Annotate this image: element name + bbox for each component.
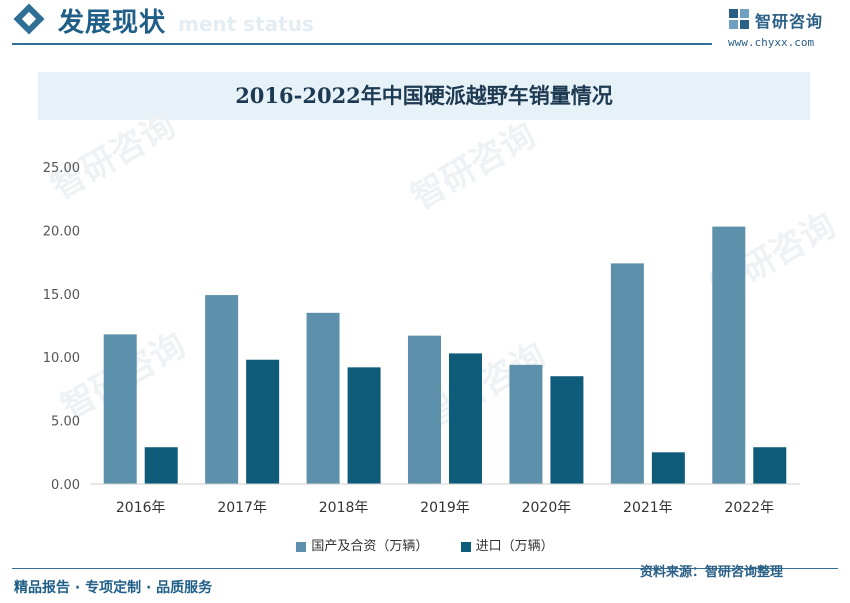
bars [103,226,787,484]
brand-block: 智研咨询 www.chyxx.com [728,6,848,50]
footer-source: 资料来源：智研咨询整理 [640,565,784,580]
y-tick-label: 0.00 [51,478,80,493]
brand-name: 智研咨询 [755,12,824,31]
bar-domestic-4 [509,364,543,484]
legend-label-import: 进口（万辆） [475,539,554,554]
legend-label-domestic: 国产及合资（万辆） [311,539,429,554]
bar-domestic-6 [712,226,746,484]
bar-domestic-5 [610,263,644,484]
bar-import-2 [347,367,381,484]
legend-item-domestic: 国产及合资（万辆） [296,535,428,554]
legend-swatch-import [460,541,471,552]
legend: 国产及合资（万辆） 进口（万辆） [0,535,850,555]
bar-import-5 [651,452,685,484]
bar-import-0 [144,447,178,484]
bar-import-1 [246,359,280,484]
y-tick-label: 10.00 [43,351,80,366]
x-tick-label: 2017年 [217,500,267,516]
chart-title-band: 2016-2022年中国硬派越野车销量情况 [38,72,810,120]
bar-domestic-0 [103,334,137,484]
page-header: ment status 发展现状 智研咨询 www.chyxx.com [0,0,850,56]
x-tick-label: 2021年 [623,500,673,516]
y-tick-label: 15.00 [43,288,80,303]
bar-domestic-2 [306,312,340,484]
legend-item-import: 进口（万辆） [460,535,554,554]
x-tick-label: 2019年 [420,500,470,516]
x-tick-label: 2020年 [522,500,572,516]
bar-domestic-3 [408,335,441,484]
y-tick-label: 20.00 [43,224,80,239]
bar-domestic-1 [205,295,239,484]
x-tick-label: 2022年 [724,500,774,516]
x-axis-labels: 2016年 2017年 2018年 2019年 2020年 2021年 2022年 [116,500,774,516]
bar-import-6 [753,447,787,484]
footer-divider [12,568,838,569]
legend-swatch-domestic [296,541,307,552]
bar-import-4 [550,376,584,484]
footer-tagline: 精品报告 · 专项定制 · 品质服务 [14,580,213,596]
x-tick-label: 2018年 [319,500,369,516]
section-subtitle: ment status [178,12,314,36]
header-divider [12,43,712,45]
brand-logo-icon [729,9,749,29]
section-title: 发展现状 [58,8,167,38]
y-tick-label: 25.00 [43,161,80,176]
brand-url: www.chyxx.com [728,36,815,49]
y-tick-label: 5.00 [51,415,80,430]
chart-title: 2016-2022年中国硬派越野车销量情况 [235,83,613,108]
x-tick-label: 2016年 [116,500,166,516]
bar-import-3 [449,353,482,484]
y-axis-labels: 0.00 5.00 10.00 15.00 20.00 25.00 [43,161,80,493]
